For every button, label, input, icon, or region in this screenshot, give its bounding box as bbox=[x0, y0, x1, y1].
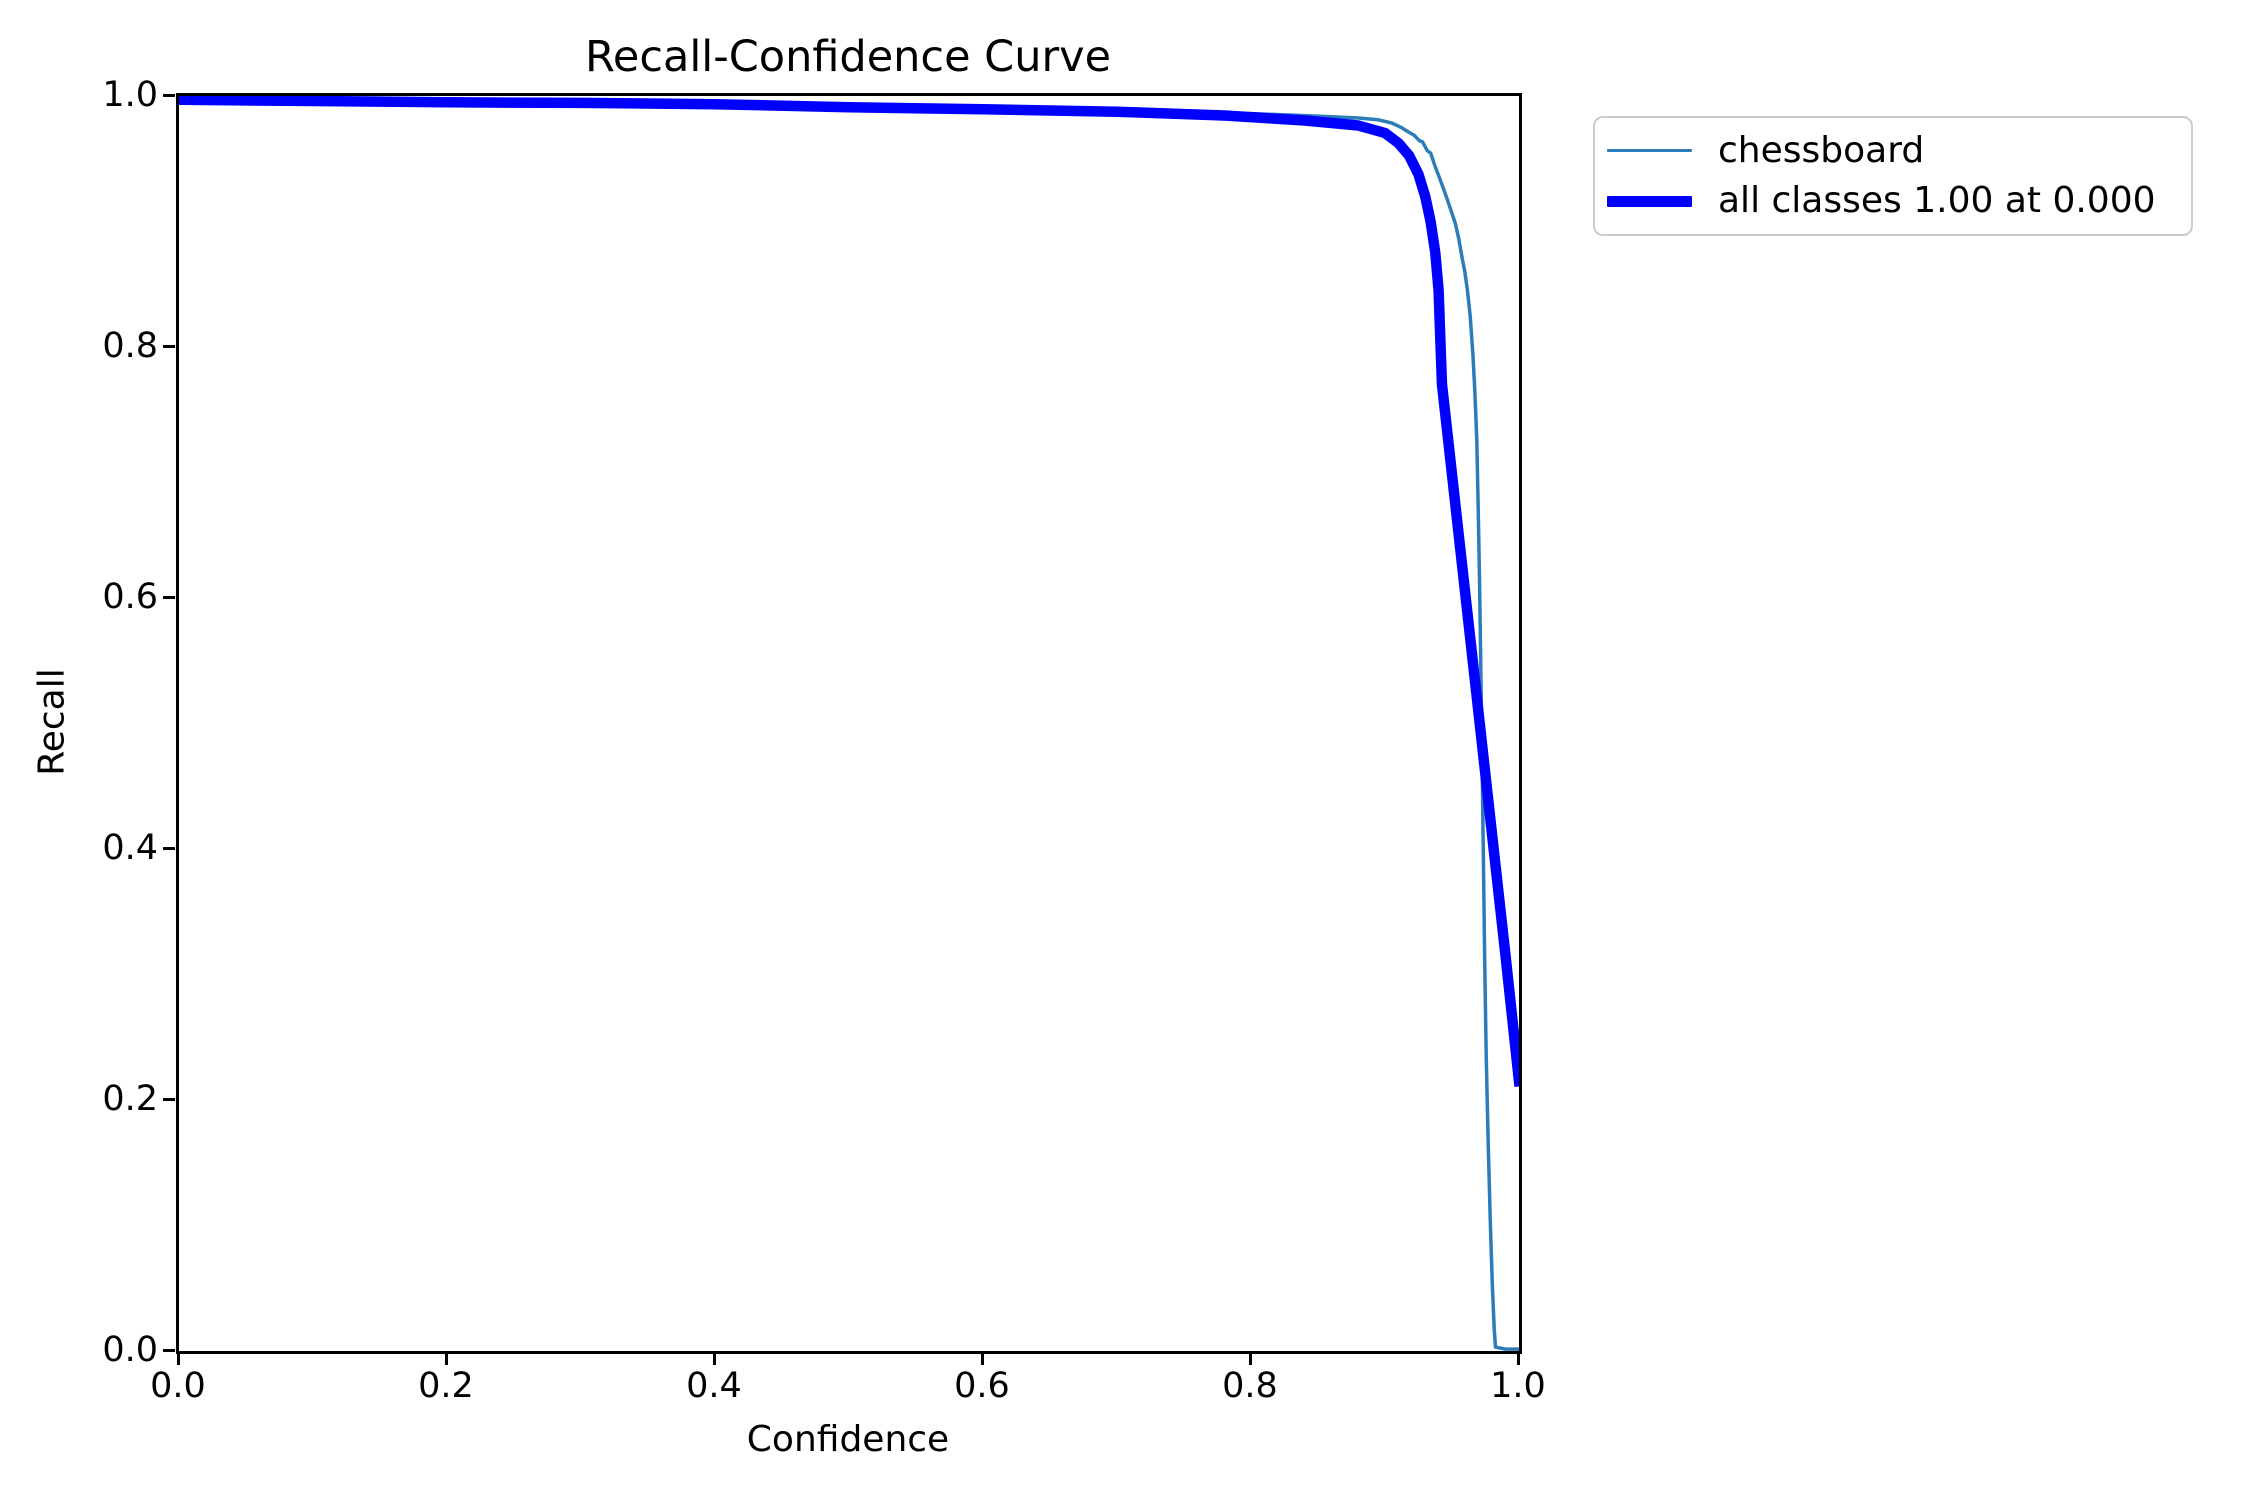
y-tick-label: 0.0 bbox=[102, 1330, 158, 1370]
y-tick-label: 1.0 bbox=[102, 75, 158, 115]
y-tick-label: 0.2 bbox=[102, 1079, 158, 1119]
x-tick-mark bbox=[1248, 1353, 1252, 1365]
curves-svg bbox=[179, 96, 1519, 1351]
y-tick-label: 0.6 bbox=[102, 577, 158, 617]
legend-label-chessboard: chessboard bbox=[1718, 129, 1925, 171]
y-axis-label: Recall bbox=[31, 668, 73, 776]
chart-title: Recall-Confidence Curve bbox=[584, 32, 1112, 82]
x-tick-mark bbox=[176, 1353, 180, 1365]
x-tick-label: 1.0 bbox=[1490, 1366, 1546, 1406]
x-tick-label: 0.8 bbox=[1222, 1366, 1278, 1406]
x-tick-mark bbox=[444, 1353, 448, 1365]
x-tick-label: 0.2 bbox=[418, 1366, 474, 1406]
legend-row-chessboard: chessboard bbox=[1607, 131, 2179, 171]
x-tick-mark bbox=[712, 1353, 716, 1365]
x-tick-label: 0.6 bbox=[954, 1366, 1010, 1406]
y-tick-mark bbox=[163, 1097, 175, 1101]
y-tick-mark bbox=[163, 93, 175, 97]
x-axis-label: Confidence bbox=[746, 1419, 950, 1460]
y-tick-mark bbox=[163, 344, 175, 348]
legend-label-all-classes: all classes 1.00 at 0.000 bbox=[1718, 180, 2156, 222]
y-tick-mark bbox=[163, 846, 175, 850]
y-tick-label: 0.8 bbox=[102, 326, 158, 366]
x-tick-label: 0.0 bbox=[150, 1366, 206, 1406]
x-tick-mark bbox=[1516, 1353, 1520, 1365]
chessboard-line-swatch bbox=[1607, 148, 1692, 153]
legend-row-all-classes: all classes 1.00 at 0.000 bbox=[1607, 181, 2179, 221]
y-tick-mark bbox=[163, 1348, 175, 1352]
y-tick-label: 0.4 bbox=[102, 828, 158, 868]
legend: chessboard all classes 1.00 at 0.000 bbox=[1593, 116, 2193, 236]
x-tick-label: 0.4 bbox=[686, 1366, 742, 1406]
chessboard-curve bbox=[179, 96, 1519, 1351]
all-classes-line-swatch bbox=[1607, 196, 1692, 207]
y-tick-mark bbox=[163, 595, 175, 599]
all-classes-curve bbox=[179, 96, 1519, 1087]
plot-area bbox=[176, 93, 1522, 1354]
x-tick-mark bbox=[980, 1353, 984, 1365]
